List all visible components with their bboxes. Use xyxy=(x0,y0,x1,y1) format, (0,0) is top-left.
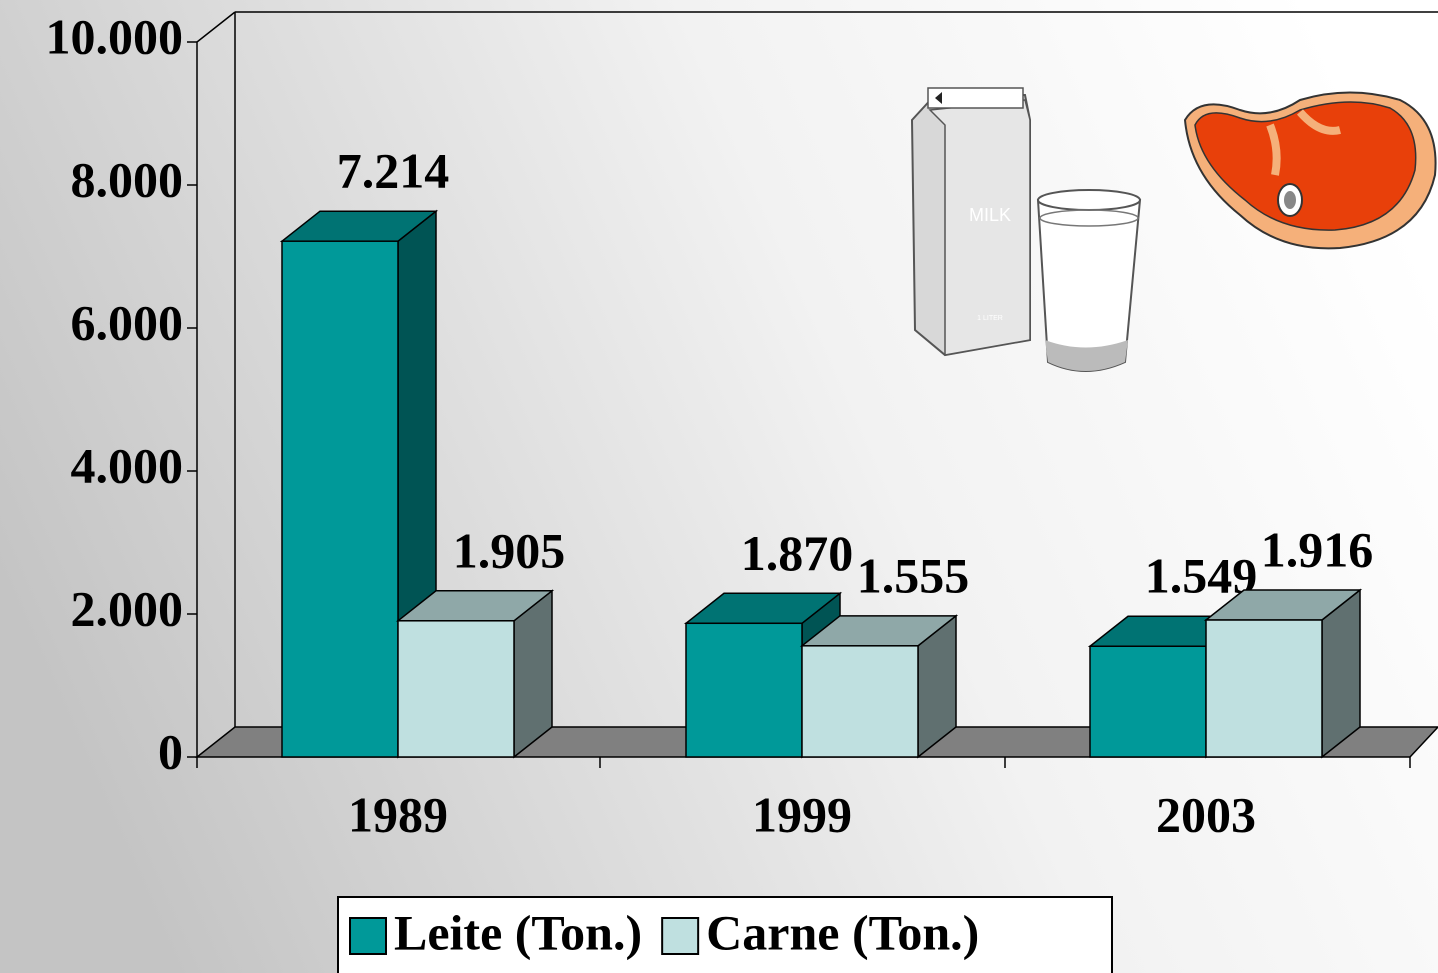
value-label: 1.916 xyxy=(1261,521,1374,577)
y-tick-label: 10.000 xyxy=(46,8,184,64)
x-tick-label: 2003 xyxy=(1156,786,1256,842)
chart: MILK 1 LITER Leite (Ton.) Carne (Ton.) 0 2… xyxy=(0,0,1438,973)
bar xyxy=(398,591,552,757)
bar xyxy=(1206,590,1360,757)
y-tick-label: 2.000 xyxy=(71,580,184,636)
value-label: 1.870 xyxy=(741,525,854,581)
bar-front xyxy=(1090,646,1206,757)
legend-swatch xyxy=(662,918,698,954)
bar-front xyxy=(802,646,918,757)
y-tick-label: 8.000 xyxy=(71,151,184,207)
carton-label: MILK xyxy=(969,205,1011,225)
value-label: 7.214 xyxy=(337,143,450,199)
x-tick-label: 1989 xyxy=(348,786,448,842)
legend: Leite (Ton.) Carne (Ton.) xyxy=(338,897,1112,973)
value-label: 1.555 xyxy=(857,547,970,603)
bar-front xyxy=(686,623,802,757)
value-label: 1.905 xyxy=(453,522,566,578)
bar-front xyxy=(1206,620,1322,757)
bar xyxy=(802,616,956,757)
carton-volume: 1 LITER xyxy=(977,315,1003,322)
bar-front xyxy=(398,621,514,757)
y-tick-label: 6.000 xyxy=(71,294,184,350)
bar-front xyxy=(282,241,398,757)
legend-swatch xyxy=(350,918,386,954)
y-tick-label: 4.000 xyxy=(71,437,184,493)
x-tick-label: 1999 xyxy=(752,786,852,842)
legend-label: Leite (Ton.) xyxy=(394,904,642,960)
y-tick-label: 0 xyxy=(158,723,183,779)
legend-label: Carne (Ton.) xyxy=(706,904,979,960)
